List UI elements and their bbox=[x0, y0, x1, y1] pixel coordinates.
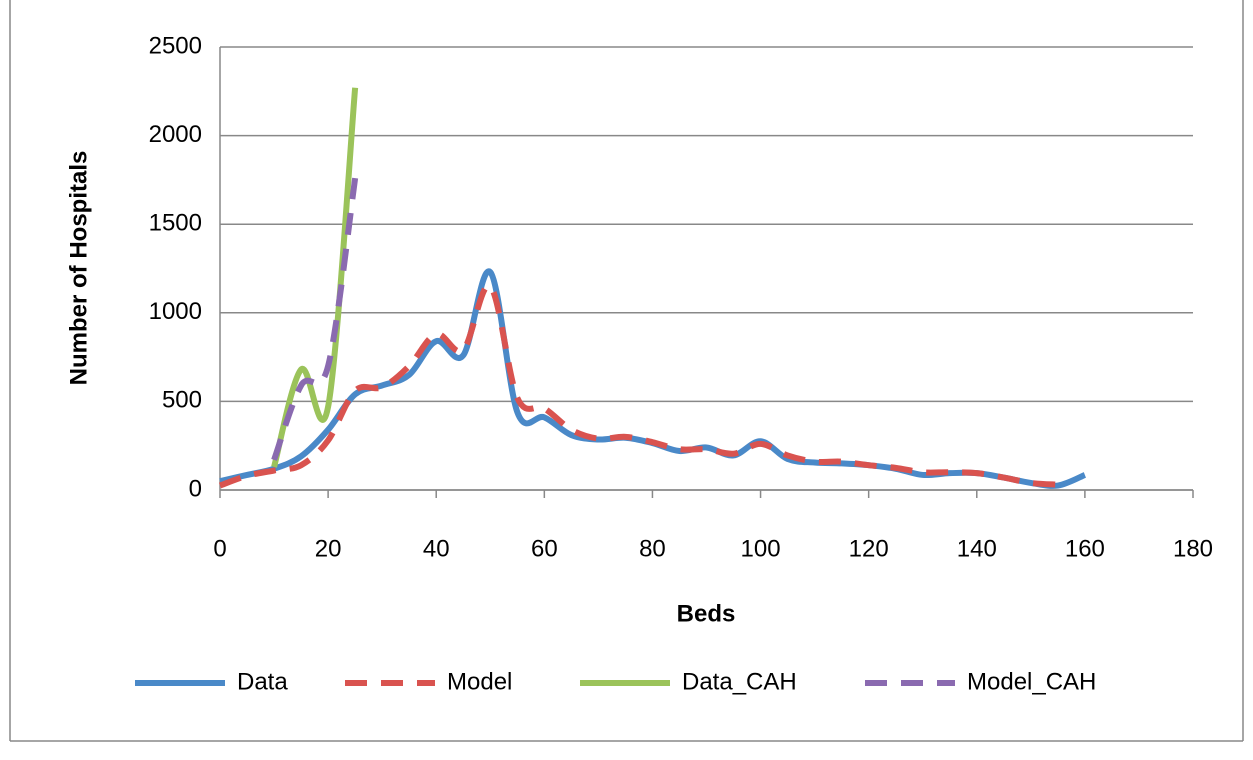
x-axis-title: Beds bbox=[677, 600, 736, 627]
x-tick-label: 80 bbox=[639, 535, 666, 562]
x-tick-label: 140 bbox=[957, 535, 997, 562]
legend-label: Model bbox=[447, 668, 512, 695]
x-tick-label: 0 bbox=[213, 535, 226, 562]
x-tick-label: 180 bbox=[1173, 535, 1213, 562]
data-line bbox=[271, 177, 359, 461]
x-tick-label: 40 bbox=[423, 535, 450, 562]
legend-label: Model_CAH bbox=[967, 668, 1096, 695]
y-tick-label: 500 bbox=[162, 387, 202, 414]
data-line bbox=[219, 268, 1087, 489]
legend-label: Data bbox=[237, 668, 288, 695]
y-axis-title: Number of Hospitals bbox=[65, 151, 92, 386]
x-tick-label: 120 bbox=[849, 535, 889, 562]
y-tick-label: 0 bbox=[189, 475, 202, 502]
x-tick-label: 20 bbox=[315, 535, 342, 562]
x-tick-label: 100 bbox=[741, 535, 781, 562]
y-tick-label: 2500 bbox=[149, 32, 202, 59]
data-line bbox=[271, 87, 359, 468]
data-line bbox=[218, 282, 1059, 489]
x-tick-label: 160 bbox=[1065, 535, 1105, 562]
y-tick-label: 2000 bbox=[149, 121, 202, 148]
y-tick-label: 1000 bbox=[149, 298, 202, 325]
x-tick-label: 60 bbox=[531, 535, 558, 562]
y-tick-label: 1500 bbox=[149, 210, 202, 237]
legend-label: Data_CAH bbox=[682, 668, 797, 695]
